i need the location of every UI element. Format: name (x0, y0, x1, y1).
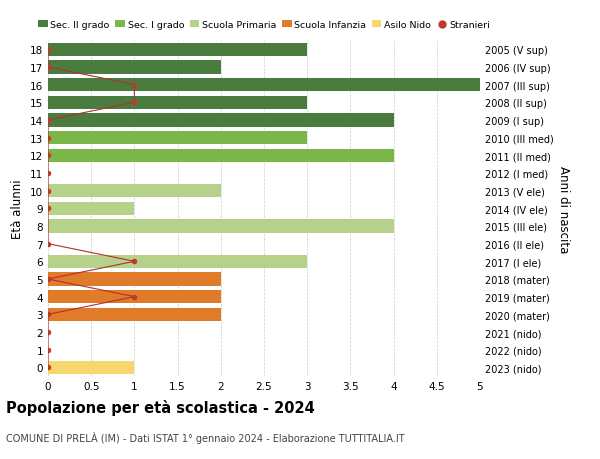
Bar (48, 202, 134, 215)
Text: COMUNE DI PRELÀ (IM) - Dati ISTAT 1° gennaio 2024 - Elaborazione TUTTITALIA.IT: COMUNE DI PRELÀ (IM) - Dati ISTAT 1° gen… (6, 431, 404, 443)
Y-axis label: Anni di nascita: Anni di nascita (557, 165, 570, 252)
Bar (48, 308, 221, 321)
Bar (48, 255, 307, 269)
Bar (48, 132, 307, 145)
Bar (48, 273, 221, 286)
Bar (48, 185, 221, 198)
Bar (48, 61, 221, 74)
Bar (48, 149, 394, 162)
Bar (48, 291, 221, 304)
Bar (48, 220, 394, 233)
Bar (48, 79, 480, 92)
Bar (48, 361, 134, 374)
Y-axis label: Età alunni: Età alunni (11, 179, 25, 239)
Bar (48, 44, 307, 57)
Legend: Sec. II grado, Sec. I grado, Scuola Primaria, Scuola Infanzia, Asilo Nido, Stran: Sec. II grado, Sec. I grado, Scuola Prim… (38, 21, 490, 30)
Bar (48, 96, 307, 110)
Bar (48, 114, 394, 127)
Text: Popolazione per età scolastica - 2024: Popolazione per età scolastica - 2024 (6, 399, 315, 415)
